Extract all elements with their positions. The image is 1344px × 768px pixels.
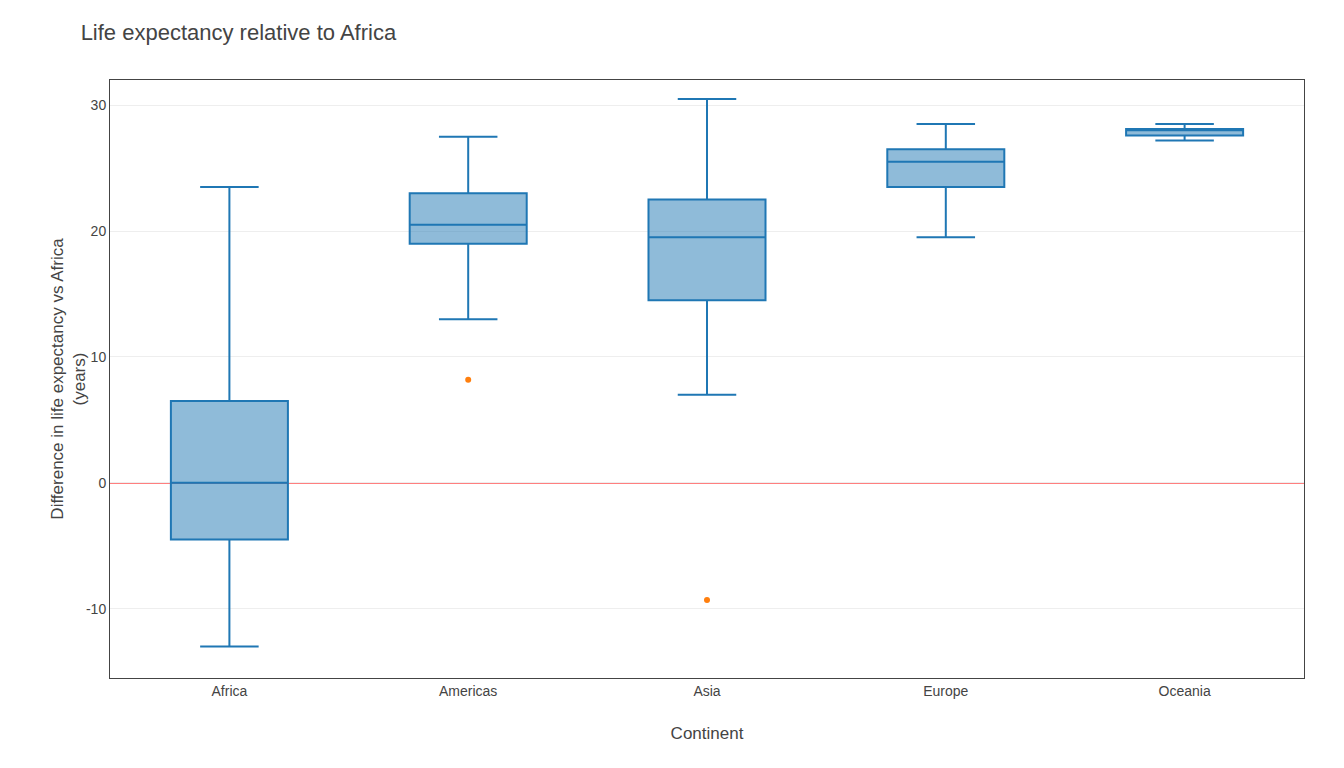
svg-text:20: 20 [91, 223, 107, 239]
svg-text:0: 0 [98, 475, 106, 491]
svg-text:Oceania: Oceania [1159, 683, 1211, 699]
svg-text:Life expectancy relative to Af: Life expectancy relative to Africa [81, 20, 397, 45]
svg-text:Asia: Asia [693, 683, 720, 699]
svg-text:-10: -10 [86, 601, 106, 617]
svg-text:Africa: Africa [212, 683, 248, 699]
svg-text:30: 30 [91, 97, 107, 113]
svg-text:Europe: Europe [923, 683, 968, 699]
svg-text:10: 10 [91, 349, 107, 365]
svg-text:Americas: Americas [439, 683, 497, 699]
svg-text:Difference in life expectancy: Difference in life expectancy vs Africa(… [48, 238, 89, 520]
svg-text:Continent: Continent [671, 724, 744, 743]
